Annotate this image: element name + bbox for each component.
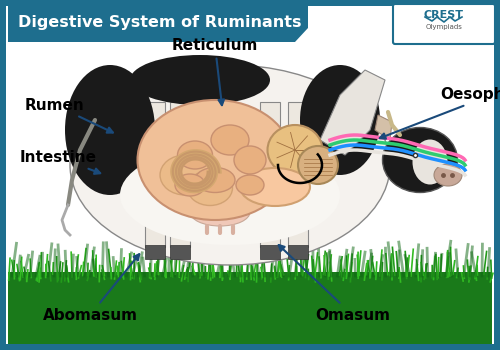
- Ellipse shape: [240, 168, 310, 206]
- Bar: [145, 102, 165, 247]
- Bar: [145, 245, 165, 259]
- Ellipse shape: [190, 198, 250, 226]
- FancyBboxPatch shape: [393, 4, 495, 44]
- Ellipse shape: [130, 55, 270, 105]
- Text: CREST: CREST: [424, 10, 464, 20]
- Ellipse shape: [434, 164, 462, 186]
- Ellipse shape: [300, 65, 380, 175]
- FancyBboxPatch shape: [6, 6, 494, 344]
- Bar: [170, 245, 190, 259]
- Ellipse shape: [120, 145, 340, 245]
- Text: Reticulum: Reticulum: [172, 38, 258, 105]
- Text: Digestive System of Ruminants: Digestive System of Ruminants: [18, 14, 302, 29]
- Polygon shape: [375, 115, 392, 140]
- Text: Abomasum: Abomasum: [42, 254, 140, 322]
- Bar: [170, 102, 190, 247]
- Bar: [288, 245, 308, 259]
- Ellipse shape: [236, 175, 264, 195]
- Text: Omasum: Omasum: [278, 245, 390, 322]
- Ellipse shape: [268, 125, 322, 175]
- Ellipse shape: [234, 146, 266, 174]
- Polygon shape: [8, 6, 308, 42]
- Ellipse shape: [211, 125, 249, 155]
- Ellipse shape: [188, 170, 232, 205]
- Ellipse shape: [178, 141, 212, 169]
- Ellipse shape: [382, 127, 458, 192]
- Ellipse shape: [298, 146, 338, 184]
- Ellipse shape: [138, 100, 292, 220]
- Bar: [8, 272, 492, 344]
- Ellipse shape: [160, 155, 210, 195]
- Ellipse shape: [412, 140, 448, 184]
- Ellipse shape: [70, 65, 390, 265]
- Bar: [260, 245, 280, 259]
- Ellipse shape: [65, 65, 155, 195]
- Polygon shape: [320, 70, 385, 155]
- Text: Olympiads: Olympiads: [426, 24, 463, 30]
- Text: Oesophagus: Oesophagus: [380, 87, 500, 139]
- Text: Rumen: Rumen: [25, 98, 113, 133]
- Bar: [260, 102, 280, 247]
- Text: Intestine: Intestine: [20, 150, 100, 174]
- Ellipse shape: [195, 168, 235, 193]
- Ellipse shape: [175, 174, 205, 196]
- Bar: [288, 102, 308, 247]
